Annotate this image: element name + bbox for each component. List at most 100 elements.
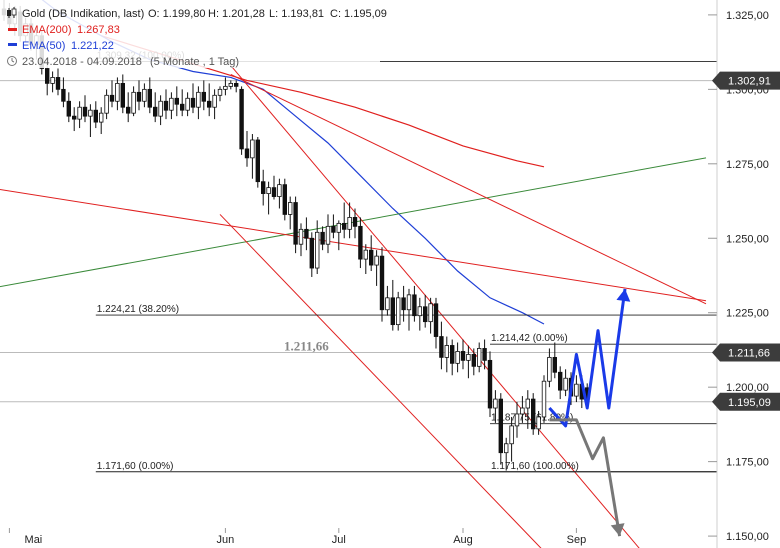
candle [61, 77, 66, 108]
candle [250, 134, 255, 179]
candle [228, 80, 233, 90]
candle [99, 107, 104, 135]
candle [82, 95, 88, 123]
candle-body [147, 88, 152, 108]
legend-ema200-value: 1.267,83 [77, 24, 120, 36]
candle-body [271, 187, 277, 197]
red-channel-bottom-line [219, 214, 542, 548]
candle [547, 348, 552, 388]
candle [449, 339, 455, 376]
price-axis: 1.325,001.300,001.275,001.250,001.225,00… [708, 10, 769, 543]
candle [498, 393, 503, 465]
candle-body [341, 222, 347, 230]
candle-body [88, 109, 93, 117]
legend: Gold (DB Indikation, last) O: 1.199,80 H… [0, 0, 387, 68]
candle [223, 77, 228, 96]
legend-high: H: 1.201,28 [208, 8, 265, 20]
candle-body [552, 356, 557, 373]
candle-body [304, 228, 309, 239]
clock-icon [7, 56, 17, 66]
candle-body [239, 88, 244, 150]
candle-body [174, 97, 179, 105]
candle-body [320, 231, 325, 245]
candle [563, 369, 568, 397]
candle [493, 390, 498, 423]
candle-body [460, 351, 466, 361]
candle-body [368, 249, 374, 266]
candle-body [406, 294, 412, 311]
candle-body [379, 255, 385, 311]
candle [336, 220, 341, 251]
green-trend-line [0, 157, 707, 288]
candle-body [509, 425, 514, 445]
candle-body [298, 228, 304, 245]
y-tick-label: 1.275,00 [726, 159, 769, 171]
candle [455, 342, 460, 373]
price-tag-background [712, 343, 780, 362]
candle [395, 291, 401, 331]
candle-body [374, 255, 379, 266]
ema200-swatch [8, 28, 17, 31]
x-tick-label: Sep [567, 534, 587, 546]
candle-body [233, 82, 239, 87]
candle-body [99, 112, 104, 123]
price-tag: 1.302,91 [712, 71, 780, 90]
candle-body [482, 348, 487, 361]
candle-body [206, 100, 212, 108]
legend-ema200-label: EMA(200) [22, 24, 72, 36]
candle-body [66, 100, 71, 117]
bearish-projection-arrow-head [610, 523, 625, 537]
candle-body [531, 398, 536, 430]
candle-body [493, 398, 498, 409]
price-tags: 1.302,91 1.211,66 1.195,09 [712, 71, 780, 411]
candle-body [228, 82, 233, 87]
legend-ema50-label: EMA(50) [22, 40, 65, 52]
candle [558, 366, 563, 400]
candle [293, 196, 298, 254]
candle-body [449, 345, 455, 364]
red-resistance-shallow-line [0, 189, 707, 302]
candle-body [417, 306, 422, 317]
candle-body [422, 306, 428, 323]
price-tag-label: 1.211,66 [728, 347, 770, 359]
candle [163, 89, 169, 120]
candle [126, 92, 131, 123]
candle [536, 411, 541, 435]
candle [552, 342, 557, 379]
candle-body [363, 249, 368, 260]
candle [514, 402, 520, 438]
price-tag-background [712, 71, 780, 90]
candle [401, 285, 406, 322]
candle [287, 196, 293, 230]
candle [541, 375, 547, 423]
candle [390, 279, 395, 331]
candle-body [136, 91, 142, 102]
fib-level-label: 1.171,60 (0.00%) [97, 461, 174, 472]
candle-body [72, 115, 77, 120]
candle-body [126, 106, 131, 114]
fib-level-label: 1.224,21 (38.20%) [97, 304, 179, 315]
candle [460, 339, 466, 370]
candle [525, 390, 530, 429]
candle [325, 214, 331, 254]
x-tick-label: Aug [453, 534, 473, 546]
candle [444, 336, 449, 373]
candle-body [385, 297, 390, 311]
candle [244, 131, 250, 167]
candle-body [50, 77, 55, 84]
candle [179, 89, 185, 117]
candle-body [223, 85, 228, 90]
candle-body [158, 100, 163, 117]
candle-body [433, 303, 439, 337]
y-tick-label: 1.150,00 [726, 531, 769, 543]
candle [406, 288, 412, 331]
legend-close: C: 1.195,09 [330, 8, 387, 20]
candle-body [466, 354, 471, 361]
candle [104, 89, 109, 120]
price-tag-background [712, 392, 780, 411]
candle [255, 137, 260, 188]
candle [428, 297, 433, 334]
ema50-swatch [8, 43, 17, 46]
candle [509, 416, 514, 462]
